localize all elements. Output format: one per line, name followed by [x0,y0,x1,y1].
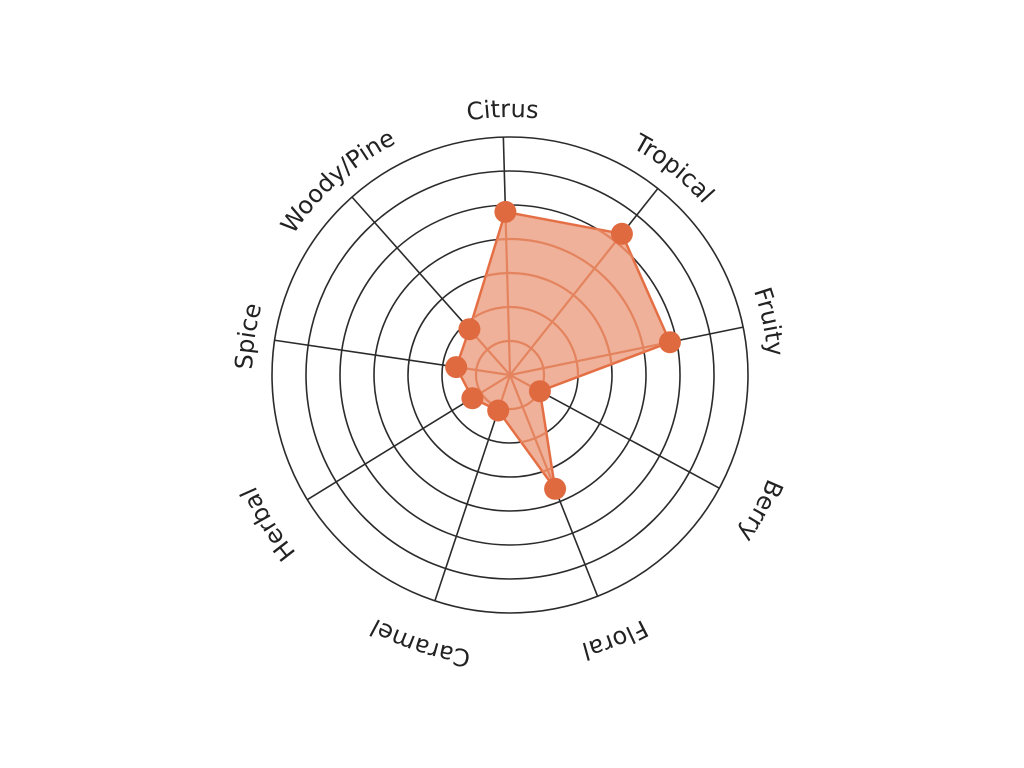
axis-label-text-caramel: Caramel [366,613,473,672]
data-point-woody-pine [458,318,481,341]
axis-label-text-tropical: Tropical [628,128,720,208]
data-point-tropical [610,222,633,245]
axis-label-text-floral: Floral [579,614,652,665]
inner-ring [474,339,546,411]
axis-label-floral: Floral [579,614,652,665]
axis-label-text-berry: Berry [733,476,789,547]
series-points [445,200,681,500]
axis-label-text-citrus: Citrus [465,95,540,126]
data-point-spice [445,356,468,379]
data-point-berry [528,380,551,403]
inner-spoke-spice [456,339,511,377]
axis-label-berry: Berry [733,476,789,547]
grid-ring [271,136,749,614]
axis-label-woody-pine: Woody/Pine [275,124,399,239]
series-polygon [454,210,672,491]
inner-spoke-citrus [502,211,512,376]
axis-label-spice: Spice [230,300,267,370]
data-point-caramel [487,399,510,422]
inner-spoke-fruity [509,326,670,377]
axis-label-citrus: Citrus [465,95,540,126]
axis-label-text-herbal: Herbal [235,483,301,566]
axis-label-fruity: Fruity [748,284,789,357]
axis-label-tropical: Tropical [628,128,720,208]
axis-label-text-spice: Spice [230,300,267,370]
axis-label-text-woody-pine: Woody/Pine [275,124,399,239]
data-point-citrus [494,200,517,223]
axis-label-text-fruity: Fruity [748,284,789,357]
data-point-fruity [658,331,681,354]
data-point-herbal [461,387,484,410]
inner-spoke-woody-pine [456,211,511,376]
series-area [454,210,672,491]
data-point-floral [544,477,567,500]
axis-label-herbal: Herbal [235,483,301,566]
grid-ring [305,170,715,580]
axis-label-caramel: Caramel [366,613,473,672]
